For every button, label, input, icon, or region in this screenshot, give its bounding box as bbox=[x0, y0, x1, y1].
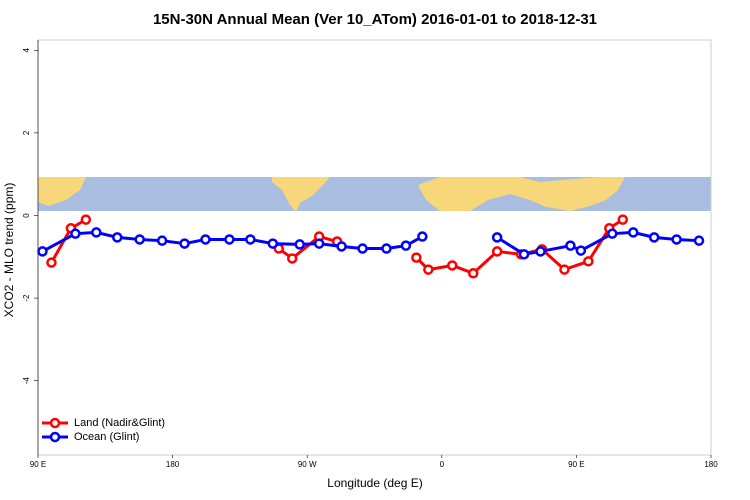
point bbox=[179, 238, 190, 249]
legend-label: Land (Nadir&Glint) bbox=[74, 417, 165, 429]
point bbox=[417, 231, 428, 242]
chart-title: 15N-30N Annual Mean (Ver 10_ATom) 2016-0… bbox=[153, 11, 597, 28]
point bbox=[411, 252, 422, 263]
point bbox=[671, 234, 682, 245]
point bbox=[224, 234, 235, 245]
point bbox=[423, 264, 434, 275]
point bbox=[37, 246, 48, 257]
point bbox=[491, 232, 503, 243]
point bbox=[294, 239, 305, 250]
point bbox=[575, 245, 587, 256]
x-tick-label: 90 W bbox=[298, 460, 317, 469]
x-tick-label: 0 bbox=[440, 460, 445, 469]
x-tick-label: 90 E bbox=[568, 460, 584, 469]
point bbox=[583, 256, 594, 267]
point bbox=[286, 253, 298, 264]
point bbox=[400, 240, 412, 251]
point bbox=[91, 227, 102, 238]
point bbox=[80, 214, 92, 225]
y-tick-label: 2 bbox=[22, 130, 31, 135]
point bbox=[70, 228, 81, 239]
point bbox=[112, 232, 123, 243]
point bbox=[693, 235, 705, 246]
point bbox=[200, 234, 211, 245]
point bbox=[648, 232, 660, 243]
map-strip bbox=[38, 177, 711, 212]
point bbox=[447, 260, 458, 271]
point bbox=[156, 235, 168, 246]
y-axis-label: XCO2 - MLO trend (ppm) bbox=[2, 183, 16, 318]
x-tick-label: 180 bbox=[704, 460, 718, 469]
point bbox=[313, 238, 325, 249]
point bbox=[518, 249, 530, 260]
point bbox=[627, 227, 639, 238]
point bbox=[245, 234, 256, 245]
point bbox=[559, 264, 570, 275]
y-tick-label: 0 bbox=[22, 213, 31, 218]
point bbox=[607, 228, 618, 239]
x-tick-label: 180 bbox=[166, 460, 180, 469]
point bbox=[336, 241, 347, 252]
x-tick-label: 90 E bbox=[30, 460, 46, 469]
point bbox=[381, 243, 392, 254]
legend-marker bbox=[49, 417, 61, 429]
point bbox=[134, 234, 145, 245]
point bbox=[467, 268, 479, 279]
point bbox=[617, 214, 629, 225]
point bbox=[46, 257, 57, 268]
y-tick-label: 4 bbox=[22, 48, 31, 53]
point bbox=[565, 240, 576, 251]
point bbox=[357, 243, 368, 254]
legend-label: Ocean (Glint) bbox=[74, 431, 139, 443]
point bbox=[267, 238, 279, 249]
x-axis-label: Longitude (deg E) bbox=[327, 476, 422, 490]
y-tick-label: -4 bbox=[22, 377, 31, 385]
y-tick-label: -2 bbox=[22, 294, 31, 302]
legend-marker bbox=[49, 431, 61, 443]
point bbox=[491, 246, 503, 257]
point bbox=[535, 246, 546, 257]
